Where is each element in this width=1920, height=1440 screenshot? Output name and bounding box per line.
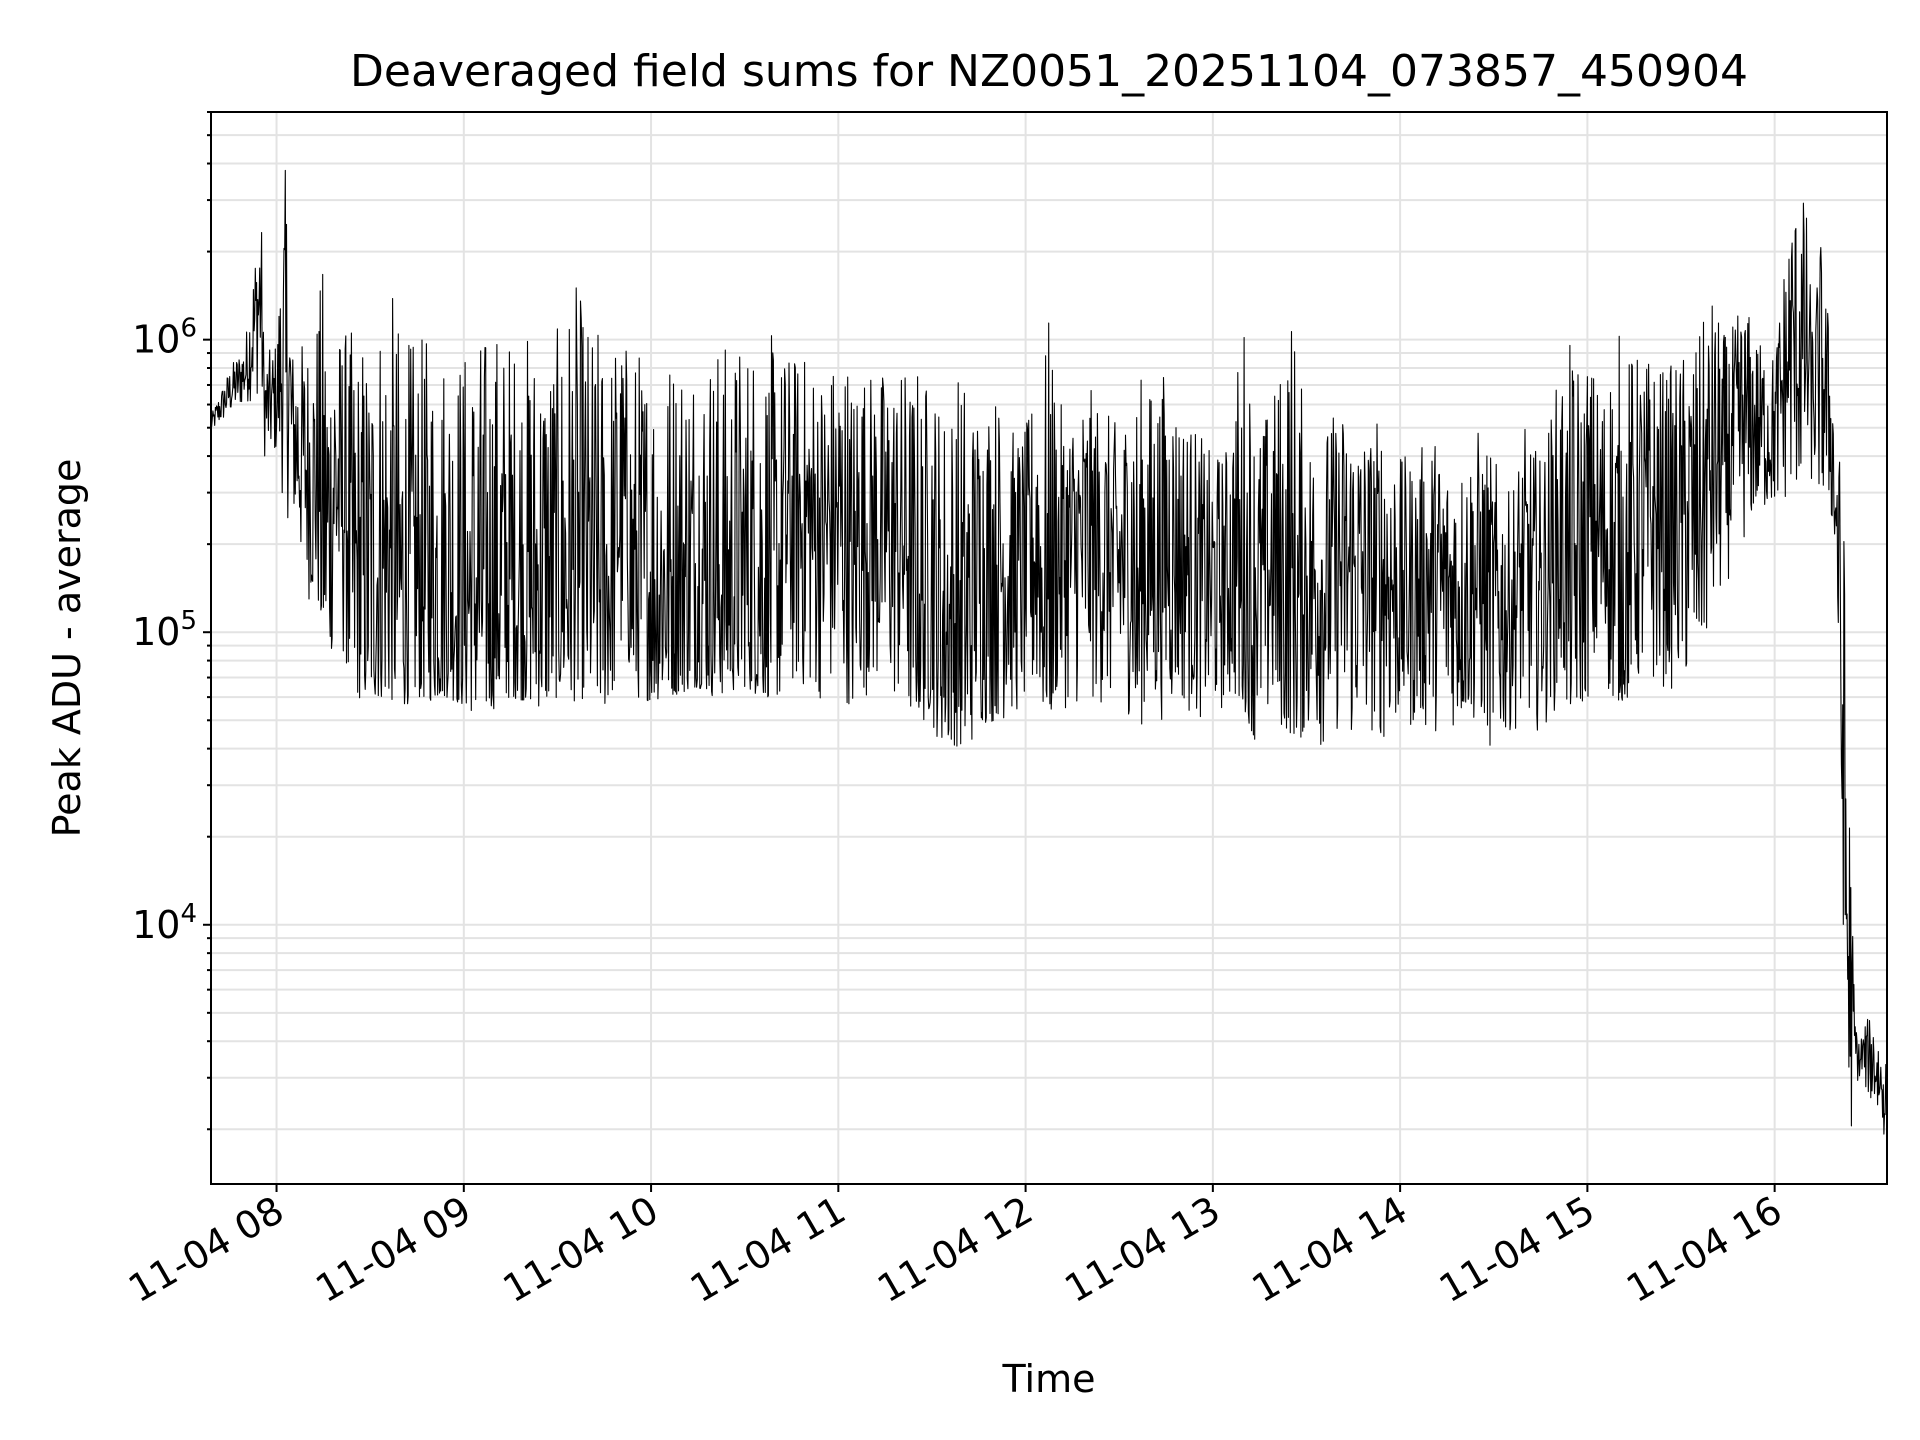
series-layer <box>210 169 1888 1143</box>
plot-frame <box>210 111 1888 1185</box>
chart-title: Deaveraged field sums for NZ0051_2025110… <box>350 46 1748 97</box>
y-tick-label: 106 <box>132 314 197 362</box>
series-line <box>210 169 1888 1143</box>
y-tick-label: 105 <box>132 606 197 654</box>
y-axis: 104 105 106 <box>132 111 211 1131</box>
y-axis-label: Peak ADU - average <box>45 459 89 838</box>
y-tick-label: 104 <box>132 899 197 947</box>
x-axis-label: Time <box>1002 1357 1096 1401</box>
